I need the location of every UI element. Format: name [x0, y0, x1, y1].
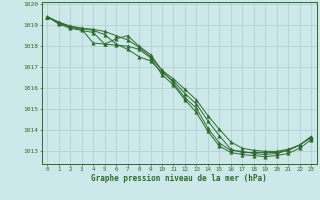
X-axis label: Graphe pression niveau de la mer (hPa): Graphe pression niveau de la mer (hPa) — [91, 174, 267, 183]
